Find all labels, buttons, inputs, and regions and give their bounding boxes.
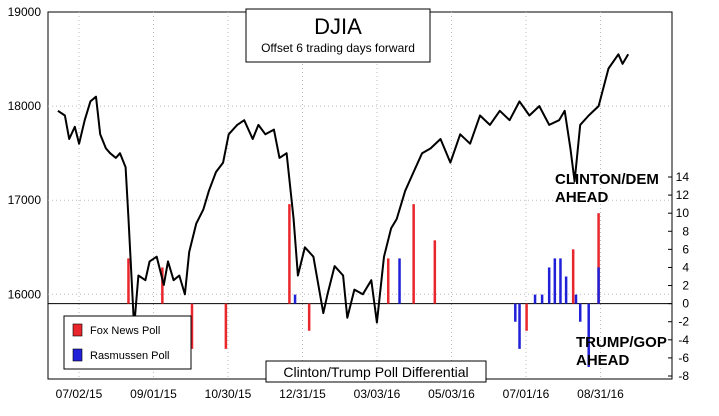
legend-label-fox: Fox News Poll: [90, 325, 160, 337]
poll-bar: [161, 267, 164, 304]
poll-bar: [518, 303, 521, 349]
x-tick-label: 09/01/15: [130, 387, 177, 401]
right-tick-label: 0: [682, 297, 689, 311]
poll-bar: [433, 240, 437, 304]
poll-bars: [127, 204, 600, 367]
poll-bar: [574, 294, 578, 304]
left-tick-label: 16000: [8, 287, 42, 301]
right-tick-label: 6: [682, 242, 689, 256]
grid-lines: [48, 12, 672, 379]
poll-bar: [587, 303, 590, 367]
annotation-clinton: CLINTON/DEM: [555, 171, 659, 188]
left-axis-ticks: 16000 17000 18000 19000: [8, 5, 42, 301]
poll-bar: [514, 303, 517, 322]
poll-bar: [398, 258, 401, 304]
poll-bar: [533, 294, 537, 304]
left-tick-label: 18000: [8, 99, 42, 113]
x-tick-label: 10/30/15: [205, 387, 252, 401]
poll-bar: [578, 303, 582, 322]
annotation-trump-ahead: AHEAD: [576, 352, 630, 369]
right-tick-label: -8: [678, 369, 689, 383]
chart-title: DJIA: [314, 14, 362, 39]
right-axis-ticks: -8 -6 -4 -2 0 2 4 6 8 10 12 14: [668, 170, 689, 383]
poll-bar: [597, 213, 600, 304]
right-tick-label: -4: [678, 333, 689, 347]
djia-line: [57, 53, 630, 329]
left-tick-label: 19000: [8, 5, 42, 19]
x-tick-label: 03/03/16: [354, 387, 401, 401]
poll-caption-box: [265, 360, 487, 383]
right-tick-label: 2: [682, 279, 689, 293]
right-tick-label: 14: [676, 170, 690, 184]
poll-bar: [553, 258, 557, 304]
legend: Fox News Poll Rasmussen Poll: [63, 315, 192, 370]
x-tick-label: 08/31/16: [577, 387, 624, 401]
poll-bar: [288, 204, 291, 304]
legend-swatch-rasmussen: [72, 348, 83, 362]
x-tick-label: 07/02/15: [56, 387, 103, 401]
right-tick-label: 8: [682, 224, 689, 238]
poll-bar: [293, 294, 297, 304]
legend-swatch-fox: [72, 323, 83, 337]
poll-bar: [540, 294, 544, 304]
right-tick-label: 4: [682, 260, 689, 274]
right-tick-label: -6: [678, 351, 689, 365]
x-axis-ticks: 07/02/15 09/01/15 10/30/15 12/31/15 03/03/16…: [56, 387, 625, 401]
title-box: [245, 8, 431, 63]
poll-bar: [190, 303, 194, 349]
poll-bar: [307, 303, 311, 331]
poll-caption: Clinton/Trump Poll Differential: [283, 364, 468, 380]
poll-bar: [412, 204, 415, 304]
poll-bar: [525, 303, 528, 331]
legend-label-rasmussen: Rasmussen Poll: [90, 350, 169, 362]
legend-box: [63, 315, 192, 370]
x-tick-label: 12/31/15: [279, 387, 326, 401]
right-tick-label: 12: [676, 188, 690, 202]
annotation-trump: TRUMP/GOP: [576, 334, 667, 351]
left-tick-label: 17000: [8, 193, 42, 207]
poll-bar: [224, 303, 228, 349]
x-tick-label: 07/01/16: [503, 387, 550, 401]
poll-bar: [127, 258, 130, 304]
poll-bar: [386, 258, 390, 304]
poll-bar: [559, 258, 562, 304]
poll-bar: [564, 276, 568, 304]
poll-bar: [597, 267, 600, 304]
right-tick-label: 10: [676, 206, 690, 220]
poll-bar: [571, 249, 575, 304]
chart-subtitle: Offset 6 trading days forward: [261, 41, 415, 55]
annotation-clinton-ahead: AHEAD: [555, 189, 609, 206]
x-tick-label: 05/03/16: [428, 387, 475, 401]
poll-bar: [547, 267, 551, 304]
right-tick-label: -2: [678, 315, 689, 329]
